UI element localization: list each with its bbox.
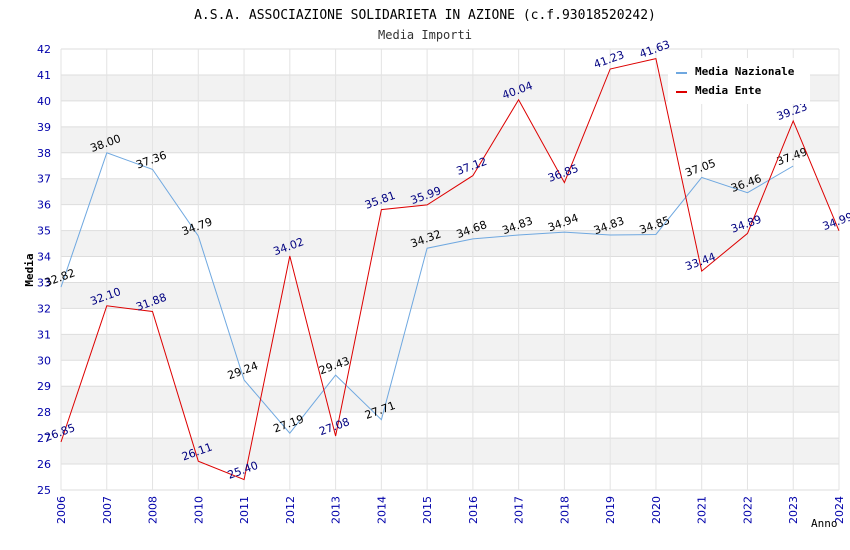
y-tick-label: 36 (37, 199, 51, 212)
y-tick-label: 27 (37, 432, 51, 445)
x-tick-label: 2006 (55, 496, 68, 524)
x-tick-label: 2019 (604, 496, 617, 524)
chart-subtitle: Media Importi (378, 28, 472, 42)
x-tick-label: 2016 (467, 496, 480, 524)
x-tick-label: 2007 (101, 496, 114, 524)
y-tick-label: 26 (37, 458, 51, 471)
y-tick-label: 30 (37, 354, 51, 367)
data-label: 37.05 (683, 157, 717, 180)
x-tick-label: 2024 (833, 496, 846, 524)
x-tick-label: 2018 (558, 496, 571, 524)
legend-label: Media Ente (695, 84, 762, 97)
x-axis-ticks: 2006 2007 2008 2010 2011 2012 2013 2014 2015 2016… (55, 496, 846, 524)
grid-bands (61, 74, 839, 465)
y-tick-label: 33 (37, 276, 51, 289)
y-tick-label: 34 (37, 251, 51, 264)
data-label: 41.63 (638, 38, 672, 61)
y-tick-label: 39 (37, 121, 51, 134)
y-axis-label: Media (23, 253, 36, 286)
plot-area: 32.8238.0037.3634.7929.2427.1929.4327.71… (43, 38, 850, 482)
data-label: 41.23 (592, 48, 626, 71)
y-tick-label: 25 (37, 484, 51, 497)
chart-title: A.S.A. ASSOCIAZIONE SOLIDARIETA IN AZION… (194, 8, 656, 23)
y-tick-label: 35 (37, 225, 51, 238)
x-axis-label: Anno (811, 517, 838, 530)
grid-band (61, 126, 839, 153)
x-tick-label: 2012 (284, 496, 297, 524)
y-tick-label: 31 (37, 328, 51, 341)
x-tick-label: 2010 (192, 496, 205, 524)
grid-band (61, 334, 839, 361)
data-label: 37.12 (455, 155, 489, 178)
legend-background (668, 58, 810, 104)
y-tick-label: 29 (37, 380, 51, 393)
x-tick-label: 2021 (696, 496, 709, 524)
y-axis-ticks: 25 26 27 28 29 30 31 32 33 34 35 36 37 38 39 40 41 42 (37, 43, 51, 497)
y-tick-label: 42 (37, 43, 51, 56)
x-tick-label: 2020 (650, 496, 663, 524)
x-tick-label: 2014 (375, 496, 388, 524)
x-tick-label: 2013 (330, 496, 343, 524)
grid-band (61, 282, 839, 309)
legend-label: Media Nazionale (695, 65, 795, 78)
data-label: 27.08 (317, 415, 351, 438)
x-tick-label: 2015 (421, 496, 434, 524)
x-tick-label: 2011 (238, 496, 251, 524)
data-label: 29.24 (226, 359, 260, 382)
grid-band (61, 386, 839, 413)
data-label: 34.99 (821, 210, 850, 233)
grid-lines (60, 48, 840, 491)
x-tick-label: 2017 (513, 496, 526, 524)
series-line (60, 58, 840, 481)
x-tick-label: 2008 (147, 496, 160, 524)
grid-band (61, 178, 839, 205)
y-tick-label: 28 (37, 406, 51, 419)
y-tick-label: 41 (37, 69, 51, 82)
series-line (60, 152, 794, 434)
y-tick-label: 32 (37, 302, 51, 315)
x-tick-label: 2022 (741, 496, 754, 524)
y-tick-label: 38 (37, 147, 51, 160)
y-tick-label: 37 (37, 173, 51, 186)
x-tick-label: 2023 (787, 496, 800, 524)
legend: Media Nazionale Media Ente (668, 58, 810, 104)
y-tick-label: 40 (37, 95, 51, 108)
grid-band (61, 438, 839, 465)
